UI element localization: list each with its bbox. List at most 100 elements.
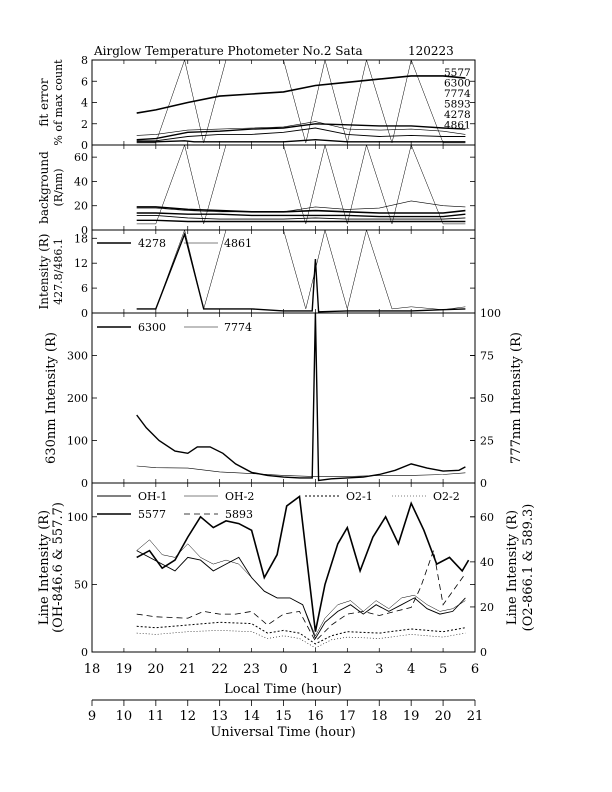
y-tick-label: 18 [74, 232, 88, 245]
legend-label-5577: 5577 [138, 508, 166, 521]
series-4861-line [136, 145, 466, 225]
y-axis-label-2: (OH-846.6 & 557.7) [51, 502, 66, 633]
series-4278-line [136, 138, 466, 143]
local-time-axis-label: Local Time (hour) [224, 682, 342, 697]
ut-tick-label: 20 [435, 709, 452, 724]
local-time-tick-label: 5 [439, 662, 447, 677]
figure-date-code: 120223 [408, 44, 454, 58]
legend-label-oh-2: OH-2 [225, 490, 254, 503]
figure-title: Airglow Temperature Photometer No.2 Sata [93, 44, 363, 58]
ut-tick-label: 9 [88, 709, 96, 724]
series-5893-line [136, 549, 466, 642]
local-time-tick-label: 0 [279, 662, 287, 677]
series-6300-line [136, 313, 466, 482]
y-tick-label: 0 [81, 646, 88, 659]
y-tick-label: 20 [74, 200, 88, 213]
y-tick-label: 2 [81, 118, 88, 131]
y-tick-label: 100 [67, 511, 88, 524]
y-tick-label: 12 [74, 257, 88, 270]
local-time-tick-label: 18 [84, 662, 101, 677]
y-axis-label: fit error [37, 78, 51, 126]
ut-tick-label: 18 [371, 709, 388, 724]
series-5577-line [136, 206, 466, 214]
series-5893-line [136, 214, 466, 220]
y-tick-label: 0 [81, 477, 88, 490]
y-tick-label: 4 [81, 97, 88, 110]
legend-label-7774: 7774 [224, 321, 252, 334]
series-4278-line [136, 219, 466, 223]
y-right-tick-label: 40 [480, 556, 494, 569]
legend-label-4861: 4861 [224, 237, 252, 250]
series-4278-line [136, 231, 466, 313]
series-7774-line [136, 465, 466, 477]
ut-tick-label: 10 [116, 709, 133, 724]
y-axis-label: 630nm Intensity (R) [44, 332, 59, 464]
y-tick-label: 0 [81, 139, 88, 152]
y-axis-label: Intensity (R) [37, 234, 51, 310]
series-6300-line [136, 123, 466, 141]
intensity-6300-7774-panel: 0 100 200 300 0 25 50 75 100 630nm Intensity (R) 7… [44, 307, 524, 490]
intensity-4278-4861-panel: 0 6 12 18 Intensity (R) 427.8/486.1 4278 4861 [37, 229, 476, 320]
y-right-axis-label-2: (O2-866.1 & 589.3) [521, 504, 536, 632]
legend-label-5893: 5893 [444, 99, 471, 111]
local-time-tick-label: 21 [179, 662, 196, 677]
y-tick-label: 200 [67, 392, 88, 405]
ut-tick-label: 14 [243, 709, 260, 724]
y-right-tick-label: 75 [480, 350, 494, 363]
ut-tick-label: 21 [467, 709, 484, 724]
y-right-axis-label: Line Intensity (R) [505, 510, 520, 625]
panel-frame [91, 312, 476, 484]
legend-label-4278: 4278 [138, 237, 166, 250]
ut-tick-label: 11 [148, 709, 165, 724]
series-5577-line [136, 495, 470, 632]
ut-tick-label: 15 [275, 709, 292, 724]
y-tick-label: 0 [81, 307, 88, 320]
legend-label-o2-2: O2-2 [433, 490, 460, 503]
legend-label-4278: 4278 [444, 109, 471, 121]
series-7774-line [136, 200, 466, 213]
y-tick-label: 6 [81, 75, 88, 88]
universal-time-axis-label: Universal Time (hour) [210, 725, 355, 740]
legend-label-4861: 4861 [444, 120, 471, 132]
legend-label-6300: 6300 [444, 78, 471, 90]
y-right-tick-label: 25 [480, 435, 494, 448]
series-o2-1-line [136, 621, 466, 645]
universal-time-axis: 9 10 11 12 13 14 15 16 17 18 19 20 21 [88, 699, 484, 724]
series-oh-2-line [136, 539, 466, 637]
y-tick-label: 0 [81, 224, 88, 237]
local-time-tick-label: 23 [243, 662, 260, 677]
series-o2-2-line [136, 630, 466, 649]
ut-tick-label: 16 [307, 709, 324, 724]
series-6300-line [136, 212, 466, 218]
legend-label-o2-1: O2-1 [346, 490, 373, 503]
y-right-axis-label: 777nm Intensity (R) [509, 332, 524, 464]
y-tick-label: 300 [67, 350, 88, 363]
local-time-tick-label: 22 [211, 662, 228, 677]
y-tick-label: 8 [81, 54, 88, 67]
local-time-tick-label: 2 [343, 662, 351, 677]
legend-label-oh-1: OH-1 [138, 490, 167, 503]
y-right-tick-label: 0 [480, 477, 487, 490]
ut-tick-label: 17 [339, 709, 356, 724]
y-right-tick-label: 60 [480, 511, 494, 524]
y-axis-label-2: 427.8/486.1 [52, 238, 65, 305]
y-right-tick-label: 100 [480, 307, 501, 320]
ut-tick-label: 12 [179, 709, 196, 724]
y-tick-label: 100 [67, 435, 88, 448]
fit-error-panel: 0 2 4 6 8 fit error% of max count 557763007774… [37, 54, 476, 152]
y-axis-label-2: % of max count [52, 59, 65, 146]
y-right-tick-label: 20 [480, 601, 494, 614]
y-axis-label: Line Intensity (R) [37, 510, 52, 625]
legend-label-7774: 7774 [444, 88, 471, 100]
legend-label-6300: 6300 [138, 321, 166, 334]
local-time-tick-label: 19 [116, 662, 133, 677]
y-axis-label-2: (R/nm) [52, 168, 65, 206]
y-axis-label: background [37, 151, 51, 224]
local-time-tick-label: 4 [407, 662, 415, 677]
y-tick-label: 50 [74, 578, 88, 591]
ut-tick-label: 19 [403, 709, 420, 724]
series-5893-line [136, 127, 466, 142]
series-5577-line [136, 75, 466, 114]
local-time-tick-label: 3 [375, 662, 383, 677]
